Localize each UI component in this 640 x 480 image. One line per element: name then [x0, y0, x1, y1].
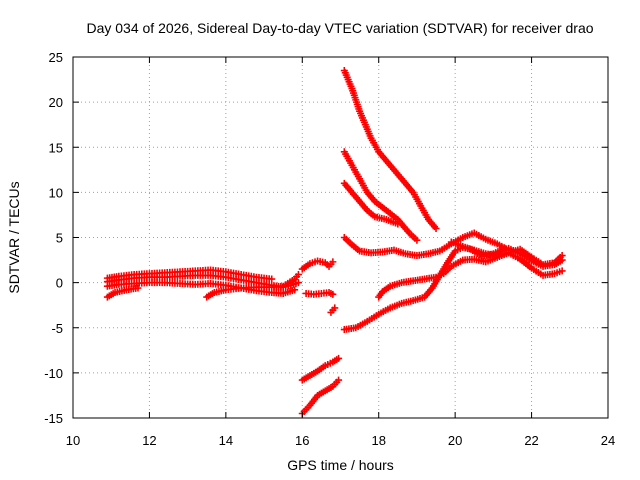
data-point — [558, 267, 566, 275]
axis-ticks: 10 12 14 16 18 20 22 24 -15 -10 -5 0 5 10 15 20 25 — [44, 50, 615, 448]
series-track-5 — [203, 271, 302, 301]
x-tick-label: 18 — [371, 433, 385, 448]
data-point — [329, 290, 337, 298]
y-tick-label: 5 — [56, 231, 63, 246]
series-track-7 — [302, 289, 337, 298]
y-tick-label: -15 — [44, 411, 63, 426]
series-track-9 — [298, 354, 343, 384]
data-point — [394, 220, 402, 228]
chart-title: Day 034 of 2026, Sidereal Day-to-day VTE… — [86, 20, 593, 36]
series-track-3 — [103, 279, 299, 297]
x-tick-label: 20 — [448, 433, 462, 448]
data-point — [413, 236, 421, 244]
data-point — [134, 284, 142, 292]
x-axis-label: GPS time / hours — [287, 457, 394, 473]
data-points — [103, 67, 566, 417]
series-track-13 — [340, 179, 402, 228]
data-point — [294, 279, 302, 287]
series-track-6 — [298, 257, 337, 273]
series-track-11 — [340, 67, 440, 232]
y-tick-label: 20 — [49, 95, 63, 110]
y-tick-label: 0 — [56, 276, 63, 291]
series-track-16 — [375, 249, 566, 301]
data-point — [268, 275, 276, 283]
y-tick-label: 25 — [49, 50, 63, 65]
data-point — [331, 304, 339, 312]
x-tick-label: 14 — [219, 433, 233, 448]
x-tick-label: 12 — [142, 433, 156, 448]
grid — [73, 57, 608, 418]
series-track-18 — [505, 244, 566, 270]
y-tick-label: 15 — [49, 140, 63, 155]
y-tick-label: -10 — [44, 366, 63, 381]
data-point — [294, 271, 302, 279]
data-point — [335, 354, 343, 362]
x-tick-label: 16 — [295, 433, 309, 448]
x-tick-label: 22 — [524, 433, 538, 448]
y-tick-label: 10 — [49, 185, 63, 200]
data-point — [291, 286, 299, 294]
data-point — [558, 256, 566, 264]
data-point — [329, 258, 337, 266]
data-point — [335, 376, 343, 384]
data-point — [432, 224, 440, 232]
series-track-10 — [298, 376, 343, 417]
y-axis-label: SDTVAR / TECUs — [6, 181, 22, 293]
y-tick-label: -5 — [51, 321, 63, 336]
series-track-8 — [327, 304, 339, 316]
series-track-12 — [340, 148, 421, 244]
x-tick-label: 10 — [66, 433, 80, 448]
series-track-4 — [103, 284, 142, 301]
x-tick-label: 24 — [601, 433, 615, 448]
